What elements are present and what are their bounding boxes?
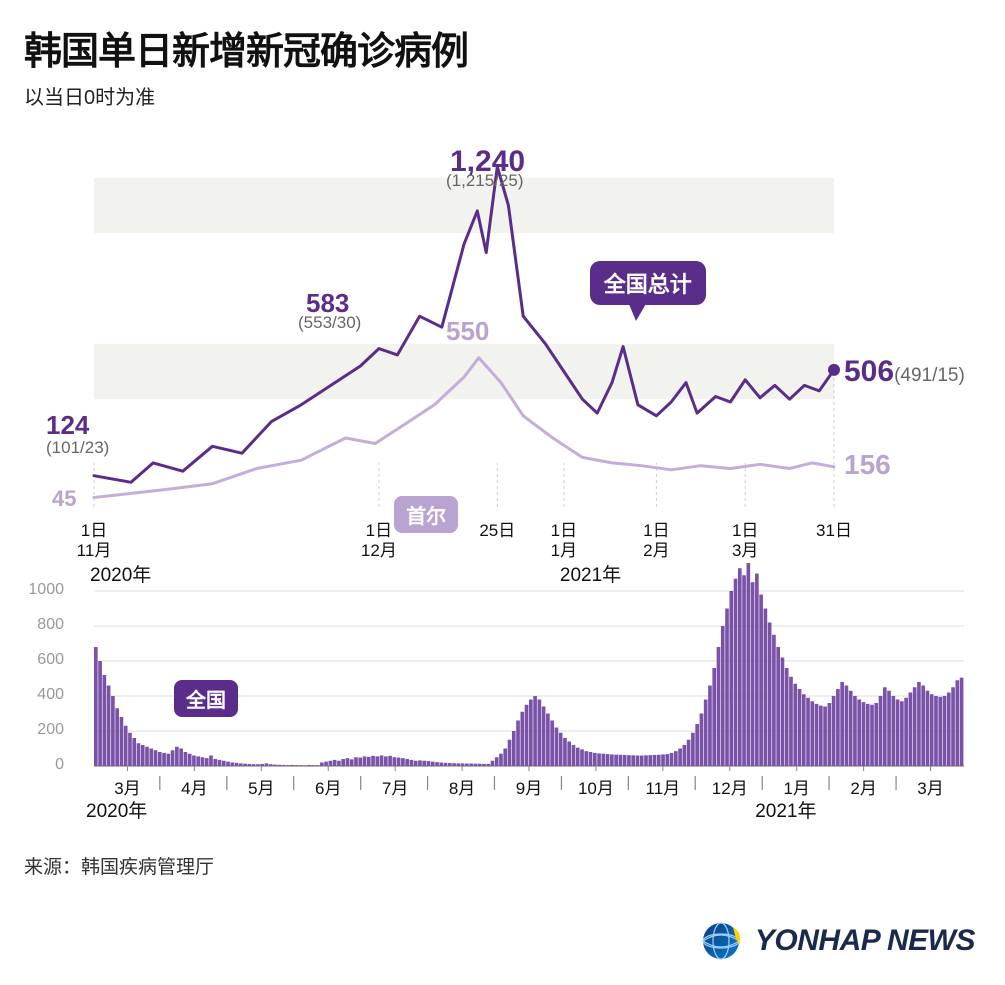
bar-x-month: 9月: [516, 774, 542, 799]
bar-x-month: 7月: [382, 774, 408, 799]
annotation-seoul-156: 156: [844, 449, 891, 481]
bar-chart: 02004006008001000 全国 3月|4月|5月|6月|7月|8月|9…: [24, 550, 974, 810]
annotation-seoul-45: 45: [52, 486, 76, 512]
source-label: 来源：韩国疾病管理厅: [24, 852, 981, 879]
line-chart-svg: [24, 140, 974, 540]
bar-y-tick: 1000: [14, 581, 64, 599]
annotation-seoul-550: 550: [446, 316, 489, 347]
page-title: 韩国单日新增新冠确诊病例: [24, 20, 981, 75]
line-x-day: 25日: [479, 516, 515, 541]
bar-y-tick: 0: [14, 756, 64, 774]
page-subtitle: 以当日0时为准: [24, 81, 981, 110]
bar-y-tick: 200: [14, 721, 64, 739]
bar-y-tick: 800: [14, 616, 64, 634]
bar-x-month: 10月: [578, 774, 614, 799]
bar-chart-label-pill: 全国: [174, 680, 238, 717]
annotation-506: 506(491/15): [844, 355, 965, 389]
line-chart: 124 (101/23) 583 (553/30) 1,240 (1,215/2…: [24, 140, 974, 540]
bar-x-month: 8月: [449, 774, 475, 799]
bar-x-month: 3月: [917, 774, 943, 799]
bar-x-month: 4月: [181, 774, 207, 799]
bar-x-month: 11月: [646, 774, 681, 799]
seoul-label-pill: 首尔: [394, 496, 458, 533]
logo: YONHAP NEWS: [699, 919, 975, 963]
bar-chart-svg: [24, 550, 974, 810]
line-x-day: 31日: [816, 516, 852, 541]
annotation-124: 124: [46, 410, 89, 441]
bar-y-tick: 600: [14, 651, 64, 669]
bar-x-month: 6月: [315, 774, 341, 799]
annotation-124-sub: (101/23): [46, 438, 109, 458]
bar-x-year: 2021年: [755, 796, 816, 823]
national-callout: 全国总计: [590, 261, 706, 305]
annotation-1240-sub: (1,215/25): [446, 171, 524, 191]
bar-x-year: 2020年: [86, 796, 147, 823]
globe-icon: [699, 919, 743, 963]
bar-y-tick: 400: [14, 686, 64, 704]
bar-x-month: 2月: [850, 774, 876, 799]
bar-x-month: 12月: [712, 774, 748, 799]
annotation-583-sub: (553/30): [298, 313, 361, 333]
bar-x-month: 5月: [248, 774, 274, 799]
national-callout-text: 全国总计: [604, 272, 692, 297]
logo-text: YONHAP NEWS: [755, 924, 975, 958]
